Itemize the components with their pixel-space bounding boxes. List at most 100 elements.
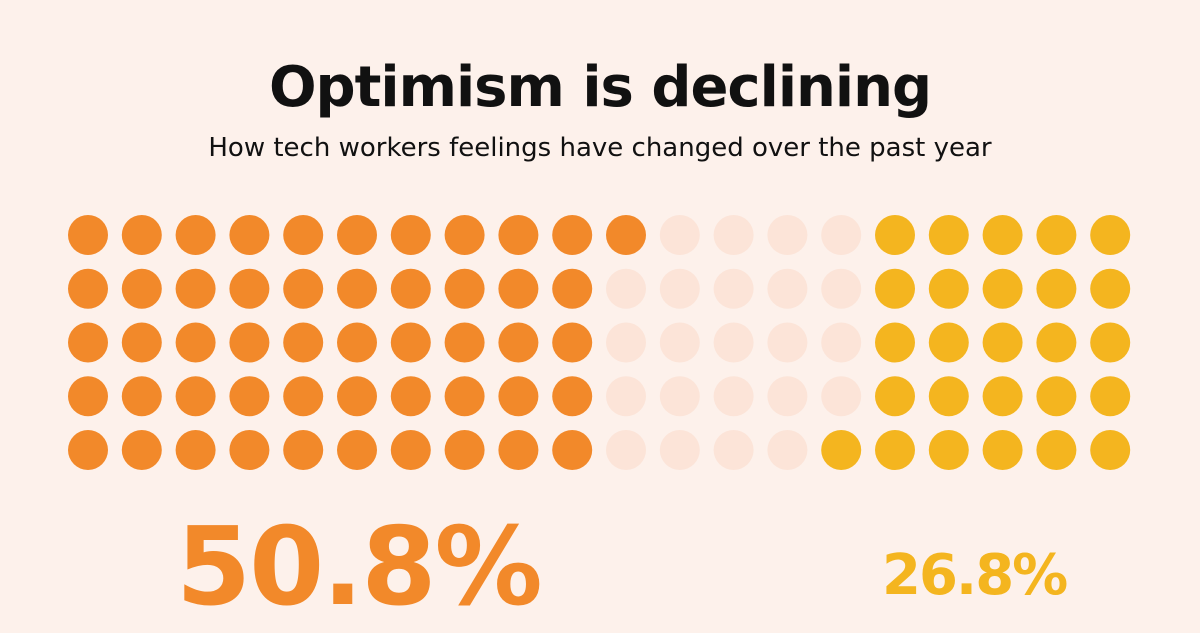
- empty-dot: [767, 430, 808, 470]
- secondary-dot: [1036, 376, 1077, 417]
- empty-dot: [821, 268, 862, 309]
- primary-dot: [229, 215, 270, 255]
- secondary-dot: [1036, 322, 1077, 363]
- primary-dot: [390, 376, 431, 417]
- primary-dot: [175, 268, 216, 309]
- secondary-dot: [875, 322, 915, 363]
- empty-dot: [659, 322, 700, 363]
- empty-dot: [713, 430, 754, 470]
- primary-dot: [552, 215, 593, 255]
- primary-dot: [552, 268, 593, 309]
- empty-dot: [606, 268, 646, 309]
- secondary-dot: [982, 215, 1023, 255]
- empty-dot: [767, 215, 808, 255]
- primary-dot: [444, 322, 485, 363]
- primary-dot: [390, 215, 431, 255]
- empty-dot: [767, 322, 808, 363]
- primary-dot: [68, 268, 108, 309]
- secondary-dot: [928, 322, 969, 363]
- primary-dot: [283, 430, 324, 470]
- primary-dot: [229, 268, 270, 309]
- primary-dot: [552, 322, 593, 363]
- empty-dot: [659, 268, 700, 309]
- primary-dot: [121, 215, 162, 255]
- primary-dot: [498, 376, 539, 417]
- primary-dot: [175, 376, 216, 417]
- secondary-dot: [875, 215, 915, 255]
- primary-dot: [444, 268, 485, 309]
- secondary-dot: [875, 268, 915, 309]
- empty-dot: [606, 376, 646, 417]
- secondary-dot: [875, 430, 915, 470]
- secondary-dot: [982, 430, 1023, 470]
- empty-dot: [821, 376, 862, 417]
- empty-dot: [767, 376, 808, 417]
- primary-dot: [283, 268, 324, 309]
- primary-dot: [337, 215, 377, 255]
- primary-dot: [552, 376, 593, 417]
- secondary-dot: [1090, 215, 1131, 255]
- primary-dot: [229, 430, 270, 470]
- secondary-dot: [875, 376, 915, 417]
- secondary-dot: [1090, 376, 1131, 417]
- primary-dot: [337, 268, 377, 309]
- primary-dot: [444, 215, 485, 255]
- primary-dot: [229, 376, 270, 417]
- secondary-dot: [982, 322, 1023, 363]
- secondary-dot: [928, 376, 969, 417]
- primary-dot: [283, 322, 324, 363]
- primary-percentage: 50.8%: [176, 505, 543, 630]
- empty-dot: [659, 215, 700, 255]
- empty-dot: [606, 430, 646, 470]
- empty-dot: [606, 322, 646, 363]
- secondary-dot: [982, 376, 1023, 417]
- secondary-dot: [1090, 268, 1131, 309]
- secondary-dot: [1036, 215, 1077, 255]
- secondary-dot: [928, 215, 969, 255]
- primary-dot: [337, 322, 377, 363]
- primary-dot: [175, 430, 216, 470]
- primary-dot: [283, 376, 324, 417]
- primary-dot: [606, 215, 646, 255]
- chart-title: Optimism is declining: [268, 55, 932, 120]
- secondary-dot: [1090, 430, 1131, 470]
- empty-dot: [713, 322, 754, 363]
- primary-dot: [121, 268, 162, 309]
- primary-dot: [390, 322, 431, 363]
- secondary-dot: [982, 268, 1023, 309]
- secondary-percentage: 26.8%: [882, 543, 1068, 608]
- primary-dot: [68, 322, 108, 363]
- primary-dot: [498, 430, 539, 470]
- primary-dot: [175, 215, 216, 255]
- empty-dot: [659, 376, 700, 417]
- primary-dot: [175, 322, 216, 363]
- secondary-dot: [1090, 322, 1131, 363]
- empty-dot: [713, 215, 754, 255]
- empty-dot: [713, 268, 754, 309]
- empty-dot: [767, 268, 808, 309]
- primary-dot: [283, 215, 324, 255]
- secondary-dot: [1036, 268, 1077, 309]
- primary-dot: [390, 430, 431, 470]
- primary-dot: [498, 268, 539, 309]
- primary-dot: [390, 268, 431, 309]
- secondary-dot: [928, 268, 969, 309]
- primary-dot: [121, 430, 162, 470]
- empty-dot: [821, 215, 862, 255]
- primary-dot: [229, 322, 270, 363]
- empty-dot: [821, 322, 862, 363]
- secondary-dot: [928, 430, 969, 470]
- secondary-dot: [821, 430, 862, 470]
- primary-dot: [337, 430, 377, 470]
- empty-dot: [659, 430, 700, 470]
- primary-dot: [498, 215, 539, 255]
- primary-dot: [444, 376, 485, 417]
- primary-dot: [337, 376, 377, 417]
- primary-dot: [68, 430, 108, 470]
- primary-dot: [68, 376, 108, 417]
- primary-dot: [444, 430, 485, 470]
- primary-dot: [121, 322, 162, 363]
- primary-dot: [552, 430, 593, 470]
- primary-dot: [121, 376, 162, 417]
- empty-dot: [713, 376, 754, 417]
